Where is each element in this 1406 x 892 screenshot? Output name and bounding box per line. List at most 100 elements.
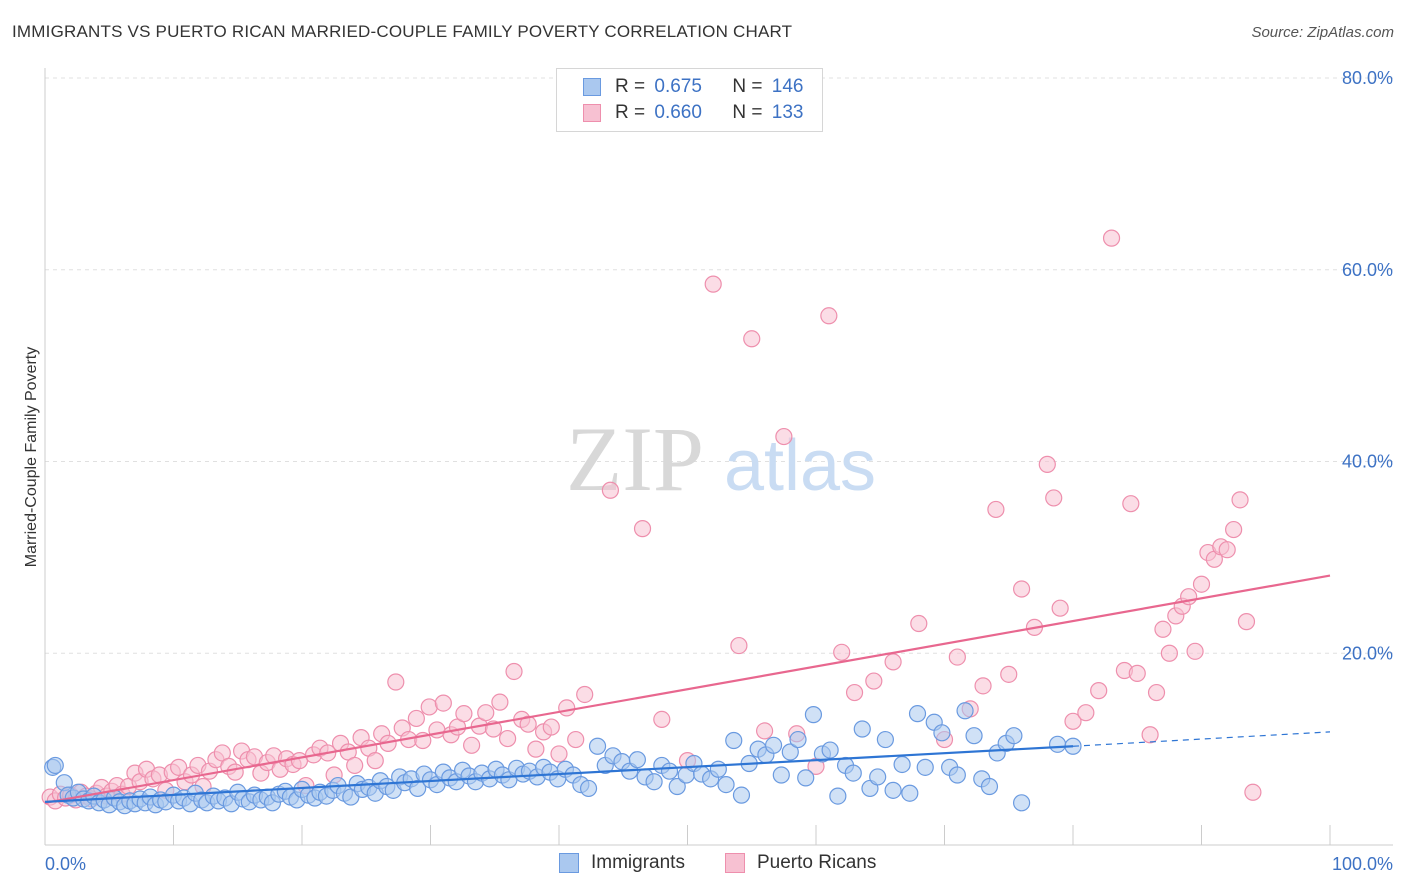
immigrants-point: [789, 730, 807, 749]
immigrants-point: [1048, 735, 1067, 753]
puerto-ricans-series: [41, 229, 1262, 810]
puerto-ricans-point: [833, 643, 851, 661]
immigrants-point: [732, 786, 751, 804]
puerto-ricans-point: [1077, 704, 1095, 722]
immigrants-point: [804, 706, 823, 724]
puerto-ricans-point: [1102, 229, 1121, 247]
watermark-atlas: atlas: [724, 426, 876, 506]
puerto-ricans-point: [1154, 620, 1172, 638]
puerto-ricans-point: [491, 693, 509, 711]
immigrants-point: [46, 756, 64, 775]
chart-title: IMMIGRANTS VS PUERTO RICAN MARRIED-COUPL…: [12, 22, 793, 41]
immigrants-point: [916, 758, 934, 776]
puerto-ricans-point: [1000, 665, 1018, 683]
puerto-ricans-trend-line: [44, 574, 1331, 804]
puerto-ricans-point: [463, 736, 481, 754]
immigrants-point: [901, 784, 919, 802]
puerto-ricans-point: [1141, 726, 1159, 744]
immigrants-point: [876, 730, 894, 749]
puerto-ricans-point: [1192, 575, 1211, 593]
puerto-ricans-point: [558, 699, 576, 717]
immigrants-trend-extension: [1072, 731, 1331, 747]
immigrants-point: [844, 764, 862, 782]
immigrants-point: [797, 769, 815, 787]
puerto-ricans-point: [455, 705, 473, 723]
immigrants-point: [933, 724, 951, 742]
puerto-ricans-point: [477, 704, 495, 722]
puerto-ricans-point: [730, 636, 748, 655]
y-tick-label: 40.0%: [1342, 452, 1393, 472]
puerto-ricans-point: [633, 520, 652, 538]
immigrants-point: [579, 779, 598, 798]
stats-legend: R = 0.675 N = 146 R = 0.660 N = 133: [556, 68, 823, 132]
puerto-ricans-point: [1237, 613, 1256, 631]
puerto-ricans-point: [1051, 599, 1069, 617]
source-label: Source: ZipAtlas.com: [1251, 24, 1394, 41]
puerto-ricans-point: [987, 500, 1005, 519]
immigrants-point: [668, 777, 686, 796]
puerto-ricans-point: [499, 729, 517, 748]
immigrants-point: [717, 775, 735, 794]
legend-n-value: 133: [771, 102, 804, 123]
puerto-ricans-point: [387, 673, 405, 691]
immigrants-point: [772, 766, 790, 784]
puerto-ricans-point: [775, 427, 793, 446]
legend-r-label: R =: [615, 76, 646, 97]
legend-n-value: 146: [771, 76, 804, 97]
immigrants-point: [956, 702, 974, 720]
puerto-ricans-point: [743, 330, 761, 348]
watermark-zip: ZIP: [566, 408, 704, 510]
puerto-ricans-point: [1186, 642, 1204, 660]
y-axis-label: Married-Couple Family Poverty: [23, 347, 40, 568]
puerto-ricans-point: [407, 709, 425, 728]
immigrants-point: [781, 743, 799, 761]
legend-item-immigrants[interactable]: Immigrants: [559, 852, 685, 874]
puerto-ricans-point: [1090, 682, 1108, 700]
legend-row-immigrants: R = 0.675 N = 146: [583, 75, 803, 99]
legend-n-label: N =: [732, 76, 763, 97]
legend-swatch-puerto-ricans: [725, 853, 745, 873]
immigrants-point: [908, 705, 927, 723]
immigrants-point: [948, 766, 966, 784]
puerto-ricans-point: [346, 756, 364, 775]
legend-swatch-immigrants: [559, 853, 579, 873]
puerto-ricans-point: [542, 718, 560, 736]
puerto-ricans-point: [226, 763, 244, 781]
watermark: ZIP atlas: [566, 408, 876, 510]
puerto-ricans-point: [1225, 520, 1243, 539]
immigrants-point: [821, 741, 839, 759]
immigrants-point: [884, 781, 902, 799]
immigrants-point: [965, 727, 983, 745]
puerto-ricans-point: [519, 715, 537, 733]
puerto-ricans-point: [653, 710, 671, 729]
immigrants-point: [869, 768, 887, 786]
puerto-ricans-point: [601, 481, 620, 499]
legend-r-value: 0.675: [654, 76, 702, 97]
puerto-ricans-point: [1064, 712, 1082, 730]
legend-swatch-immigrants: [583, 78, 601, 96]
puerto-ricans-point: [1218, 541, 1236, 559]
legend-item-puerto-ricans[interactable]: Puerto Ricans: [725, 852, 876, 874]
immigrants-point: [645, 773, 663, 791]
puerto-ricans-point: [974, 677, 992, 695]
series-legend: Immigrants Puerto Ricans: [0, 852, 1406, 878]
legend-n-label: N =: [732, 102, 763, 123]
immigrants-point: [1012, 794, 1031, 812]
immigrants-point: [829, 787, 847, 805]
puerto-ricans-point: [755, 722, 774, 740]
puerto-ricans-point: [845, 683, 864, 702]
puerto-ricans-point: [170, 758, 188, 776]
puerto-ricans-point: [434, 694, 452, 712]
puerto-ricans-point: [1160, 644, 1178, 662]
puerto-ricans-point: [1045, 489, 1063, 507]
puerto-ricans-point: [1244, 783, 1262, 801]
immigrants-point: [725, 731, 743, 750]
puerto-ricans-point: [948, 648, 966, 666]
puerto-ricans-point: [820, 307, 838, 325]
puerto-ricans-point: [1147, 683, 1166, 702]
immigrants-point: [660, 762, 679, 780]
puerto-ricans-point: [567, 730, 585, 749]
legend-swatch-puerto-ricans: [583, 104, 601, 122]
puerto-ricans-point: [1122, 495, 1140, 513]
